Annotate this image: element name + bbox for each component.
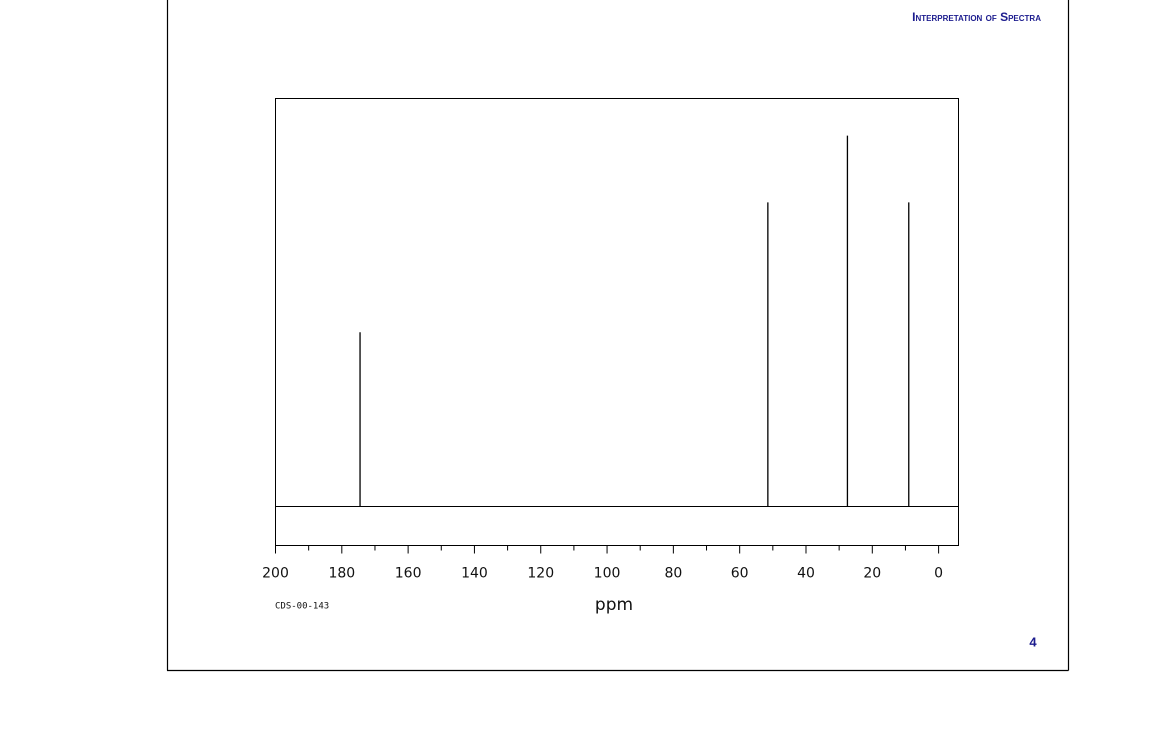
x-axis-label: ppm	[595, 595, 633, 615]
x-tick-label: 100	[594, 566, 621, 582]
x-tick-label: 0	[934, 566, 943, 582]
plot-frame	[275, 98, 959, 546]
page-number: 4	[1029, 634, 1037, 649]
x-tick-label: 180	[328, 566, 355, 582]
annotation: CDS-00-143	[275, 602, 329, 612]
x-tick-label: 80	[664, 566, 682, 582]
header-title: Interpretation of Spectra	[912, 10, 1041, 24]
x-tick-label: 120	[527, 566, 554, 582]
x-tick-label: 200	[262, 566, 289, 582]
x-tick-label: 160	[395, 566, 422, 582]
x-tick-label: 140	[461, 566, 488, 582]
x-tick-label: 60	[731, 566, 749, 582]
x-tick-label: 40	[797, 566, 815, 582]
x-tick-label: 20	[863, 566, 881, 582]
